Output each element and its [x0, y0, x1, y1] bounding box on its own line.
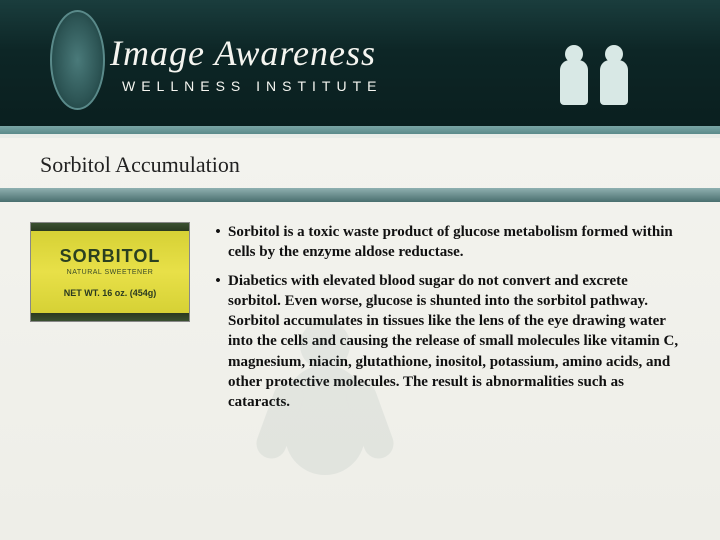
divider-stripe: [0, 126, 720, 134]
header-band: Image Awareness WELLNESS INSTITUTE: [0, 0, 720, 126]
bullet-list: • Sorbitol is a toxic waste product of g…: [208, 222, 690, 420]
brand-text: Image Awareness WELLNESS INSTITUTE: [110, 32, 382, 94]
bullet-icon: •: [208, 271, 228, 413]
brand-main: Image Awareness: [110, 32, 382, 74]
bullet-text: Sorbitol is a toxic waste product of glu…: [228, 222, 680, 263]
logo-oval-icon: [50, 10, 105, 110]
product-label-main: SORBITOL: [60, 246, 161, 267]
product-label-weight: NET WT. 16 oz. (454g): [64, 288, 157, 298]
bullet-text: Diabetics with elevated blood sugar do n…: [228, 271, 680, 413]
brand-sub: WELLNESS INSTITUTE: [110, 78, 382, 94]
product-label-sub: NATURAL SWEETENER: [67, 269, 154, 276]
content-stripe: [0, 188, 720, 202]
bullet-icon: •: [208, 222, 228, 263]
content-area: SORBITOL NATURAL SWEETENER NET WT. 16 oz…: [0, 202, 720, 420]
slide-title: Sorbitol Accumulation: [0, 138, 720, 188]
list-item: • Sorbitol is a toxic waste product of g…: [208, 222, 680, 263]
product-image: SORBITOL NATURAL SWEETENER NET WT. 16 oz…: [30, 222, 190, 322]
list-item: • Diabetics with elevated blood sugar do…: [208, 271, 680, 413]
sitting-figures-icon: [540, 30, 680, 120]
